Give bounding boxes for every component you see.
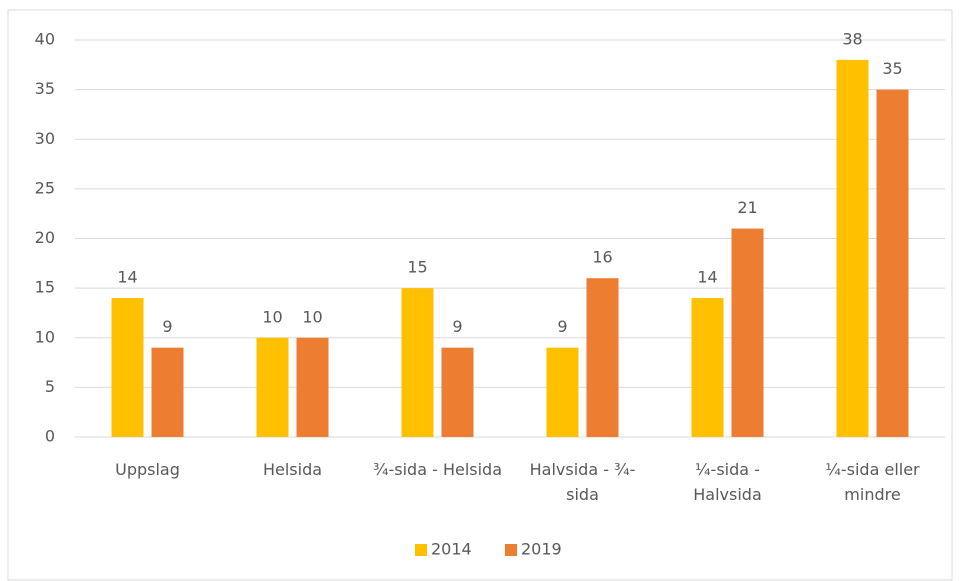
legend-swatch (415, 544, 427, 556)
bar (586, 278, 619, 437)
bar (876, 89, 909, 437)
data-label: 15 (407, 258, 427, 277)
data-label: 38 (842, 29, 862, 48)
y-tick-label: 5 (45, 377, 55, 396)
data-label: 14 (697, 268, 717, 287)
y-tick-label: 25 (35, 178, 55, 197)
bar (151, 347, 184, 437)
y-tick-label: 40 (35, 30, 55, 49)
bar (401, 288, 434, 437)
bar (691, 298, 724, 437)
x-tick-label: Helsida (262, 460, 323, 479)
bar (731, 228, 764, 437)
y-tick-label: 10 (35, 327, 55, 346)
data-label: 16 (592, 248, 612, 267)
y-tick-label: 30 (35, 129, 55, 148)
bar (111, 298, 144, 437)
bar (296, 337, 329, 437)
x-tick-label: ¼-sida eller mindre (825, 460, 920, 504)
data-label: 10 (262, 307, 282, 326)
x-tick-label: Uppslag (115, 460, 180, 479)
y-tick-label: 35 (35, 79, 55, 98)
x-tick-label: ¼-sida - Halvsida (693, 460, 762, 504)
y-tick-label: 20 (35, 228, 55, 247)
data-label: 14 (117, 268, 137, 287)
data-label: 10 (302, 307, 322, 326)
legend-label: 2014 (431, 540, 472, 559)
chart-frame (7, 9, 953, 581)
bar (256, 337, 289, 437)
legend-label: 2019 (521, 540, 562, 559)
data-label: 9 (557, 317, 567, 336)
data-label: 9 (452, 317, 462, 336)
bar (546, 347, 579, 437)
y-tick-label: 15 (35, 278, 55, 297)
x-tick-label: Halvsida - ¾-sida (529, 460, 636, 504)
data-label: 21 (737, 198, 757, 217)
data-label: 9 (162, 317, 172, 336)
data-label: 35 (882, 59, 902, 78)
bar (441, 347, 474, 437)
x-tick-label: ¾-sida - Helsida (372, 460, 503, 479)
legend-swatch (505, 544, 517, 556)
y-tick-label: 0 (45, 427, 55, 446)
bar (836, 59, 869, 437)
